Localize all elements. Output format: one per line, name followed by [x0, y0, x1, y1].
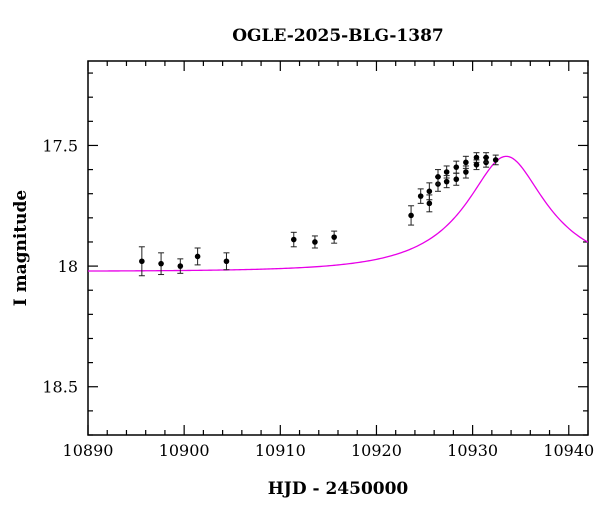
data-marker — [443, 178, 450, 185]
x-tick-label: 10890 — [63, 441, 114, 460]
data-marker — [417, 193, 424, 199]
data-point — [177, 258, 184, 274]
data-point — [417, 188, 424, 204]
data-point — [435, 169, 441, 185]
data-marker — [426, 188, 433, 195]
data-marker — [453, 176, 460, 183]
data-marker — [473, 161, 480, 168]
model-curve — [88, 155, 588, 272]
data-marker — [443, 169, 450, 175]
data-point — [138, 246, 145, 277]
x-tick-label: 10910 — [255, 441, 306, 460]
data-marker — [312, 239, 318, 245]
data-marker — [177, 263, 184, 269]
data-marker — [492, 157, 499, 163]
data-point — [158, 252, 165, 276]
data-marker — [463, 169, 469, 175]
plot-area: 10890 10900 10910 10920 10930 10940 17.5 18 18.5 — [42, 60, 594, 460]
data-marker — [139, 258, 145, 265]
data-marker — [223, 258, 230, 265]
data-point — [453, 160, 460, 174]
y-tick-label: 17.5 — [42, 136, 78, 155]
x-axis-label: HJD - 2450000 — [268, 479, 409, 499]
data-point — [408, 205, 415, 226]
data-point — [492, 154, 499, 166]
data-marker — [194, 253, 201, 260]
data-point — [194, 247, 201, 266]
data-marker — [158, 260, 164, 267]
x-tick-label: 10930 — [447, 441, 498, 460]
x-tick-label: 10940 — [543, 441, 594, 460]
data-point — [483, 152, 490, 163]
data-point — [473, 159, 480, 171]
y-tick-label: 18.5 — [42, 378, 78, 397]
data-point — [453, 172, 460, 186]
data-point — [311, 235, 318, 249]
data-point — [223, 252, 230, 271]
data-marker — [453, 164, 460, 170]
data-marker — [331, 234, 337, 240]
y-tick-label: 18 — [58, 257, 78, 276]
data-point — [331, 230, 338, 244]
data-point — [443, 165, 450, 179]
data-marker — [435, 174, 441, 180]
data-point — [290, 231, 297, 248]
x-tick-label: 10920 — [351, 441, 402, 460]
data-marker — [408, 212, 414, 219]
y-axis-label: I magnitude — [11, 190, 31, 307]
chart-title: OGLE-2025-BLG-1387 — [232, 26, 444, 46]
data-marker — [483, 154, 489, 161]
plot-frame — [87, 60, 589, 436]
data-marker — [473, 154, 480, 161]
data-marker — [290, 236, 297, 243]
x-tick-label: 10900 — [159, 441, 210, 460]
data-point — [426, 194, 433, 213]
data-marker — [426, 200, 433, 207]
data-point — [462, 155, 469, 169]
data-marker — [463, 159, 469, 166]
